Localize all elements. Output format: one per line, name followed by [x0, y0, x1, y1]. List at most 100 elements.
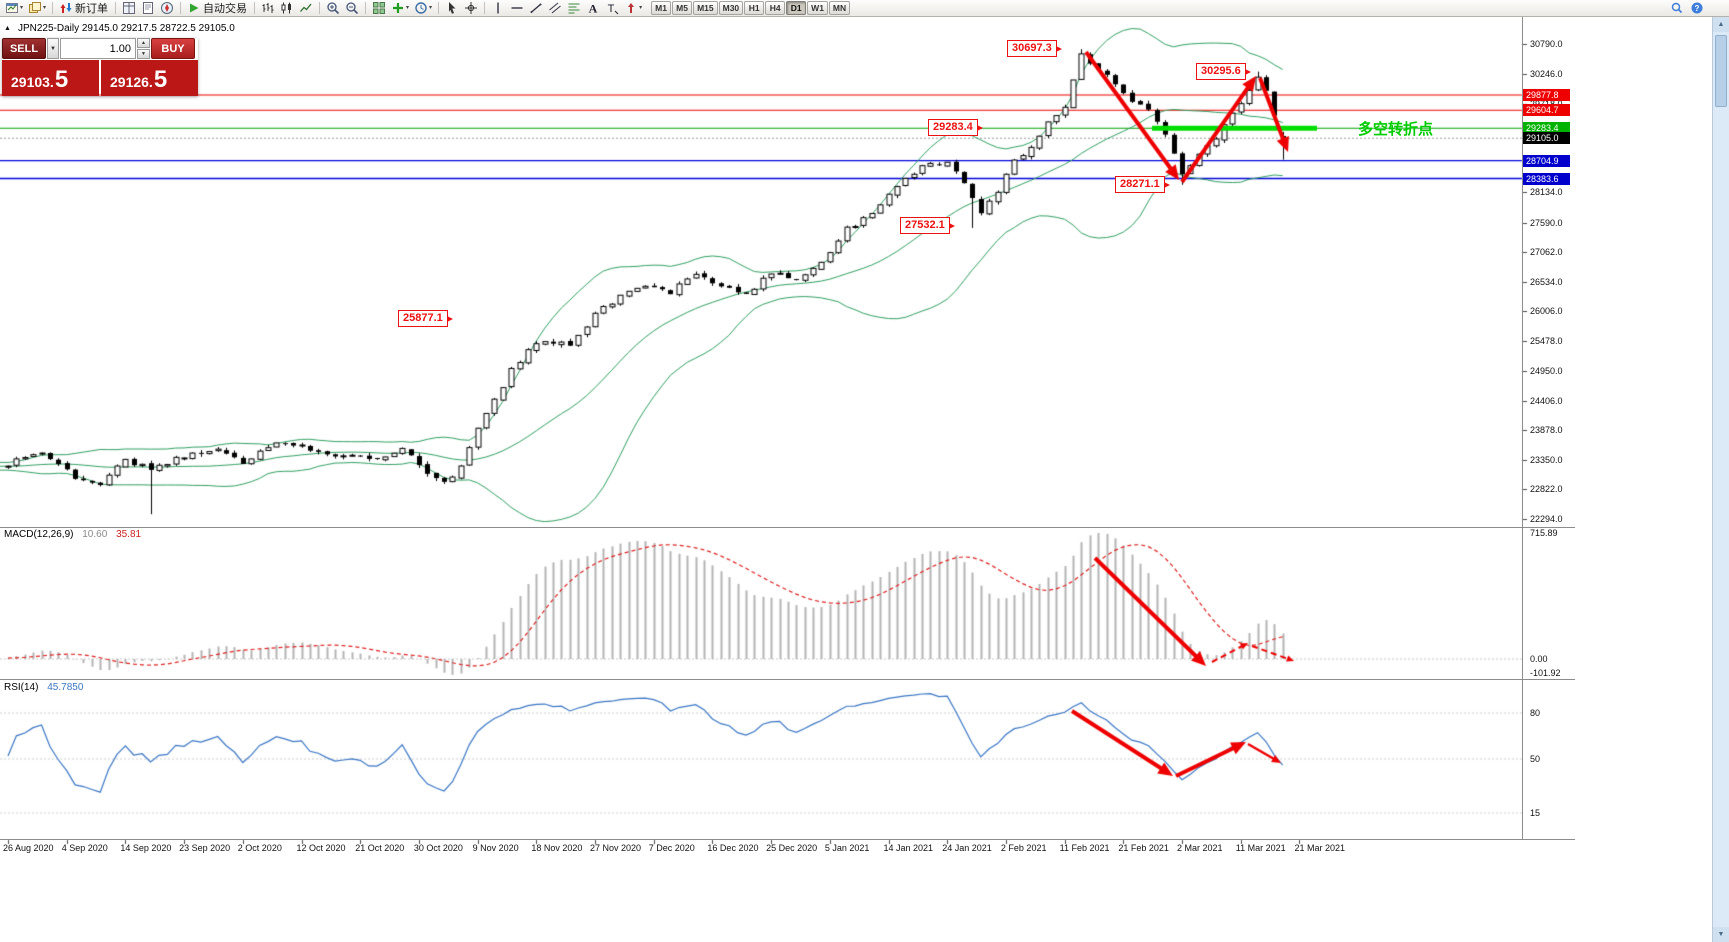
line-chart-icon — [299, 1, 313, 15]
toolbar-separator — [484, 2, 486, 14]
help-button[interactable]: ? — [1688, 1, 1706, 16]
order-type-dropdown[interactable]: ▼ — [47, 38, 59, 59]
trendline-tool-button[interactable] — [527, 1, 545, 16]
label-icon: T — [605, 1, 619, 15]
price-callout-27532.1[interactable]: 27532.1 — [900, 217, 955, 235]
search-button[interactable] — [1668, 1, 1686, 16]
timeframe-mn[interactable]: MN — [828, 1, 851, 15]
macd-title: MACD(12,26,9) — [4, 529, 74, 540]
sell-price-box[interactable]: 29103. 5 — [2, 60, 99, 96]
buy-price: 29126. — [110, 74, 153, 91]
zoom-in-icon — [326, 1, 340, 15]
svg-text:?: ? — [1695, 4, 1700, 13]
chevron-down-icon: ▾ — [406, 5, 410, 11]
timeframe-h4[interactable]: H4 — [765, 1, 786, 15]
price-callout-28271.1[interactable]: 28271.1 — [1115, 175, 1170, 193]
buy-price-box[interactable]: 29126. 5 — [101, 60, 198, 96]
periods-button[interactable]: ▾ — [412, 1, 434, 16]
zoom-in-button[interactable] — [324, 1, 342, 16]
volume-down-button[interactable]: ▼ — [137, 49, 150, 59]
chart-header: ▲ JPN225-Daily 29145.0 29217.5 28722.5 2… — [4, 23, 235, 34]
candle-chart-mode-button[interactable] — [278, 1, 296, 16]
cursor-icon — [445, 1, 459, 15]
crosshair-tool-button[interactable] — [462, 1, 480, 16]
grid-window-icon — [122, 1, 136, 15]
tile-windows-button[interactable] — [370, 1, 388, 16]
zoom-out-button[interactable] — [343, 1, 361, 16]
autotrading-button[interactable]: 自动交易 — [185, 1, 250, 16]
profiles-button[interactable]: ▾ — [26, 1, 48, 16]
toolbar-separator — [254, 2, 256, 14]
timeframe-m30[interactable]: M30 — [718, 1, 744, 15]
price-callout-30697.3[interactable]: 30697.3 — [1007, 40, 1062, 58]
chevron-down-icon: ▾ — [20, 5, 24, 11]
candles-icon — [280, 1, 294, 15]
toolbar-separator — [438, 2, 440, 14]
navigator-button[interactable] — [158, 1, 176, 16]
rsi-panel-title: RSI(14) 45.7850 — [4, 682, 83, 693]
horizontal-line-tool-button[interactable] — [508, 1, 526, 16]
bar-chart-mode-button[interactable] — [259, 1, 277, 16]
crosshair-icon — [464, 1, 478, 15]
help-icon: ? — [1690, 1, 1704, 15]
chart-new-icon — [5, 1, 19, 15]
market-watch-button[interactable] — [120, 1, 138, 16]
volume-up-button[interactable]: ▲ — [137, 38, 150, 48]
text-tool-button[interactable]: A — [584, 1, 602, 16]
sell-price: 29103. — [11, 74, 54, 91]
bars-icon — [261, 1, 275, 15]
scroll-thumb[interactable] — [1715, 35, 1727, 107]
volume-input[interactable] — [60, 38, 136, 59]
timeframe-m15[interactable]: M15 — [693, 1, 718, 15]
line-chart-mode-button[interactable] — [297, 1, 315, 16]
one-click-collapse-icon[interactable]: ▲ — [4, 25, 11, 32]
new-chart-button[interactable]: ▾ — [3, 1, 25, 16]
sell-price-pip: 5 — [54, 66, 69, 94]
sell-button[interactable]: SELL — [2, 38, 46, 59]
toolbar-separator — [365, 2, 367, 14]
price-callout-29283.4[interactable]: 29283.4 — [928, 119, 983, 137]
timeframe-d1[interactable]: D1 — [786, 1, 807, 15]
hline-icon — [510, 1, 524, 15]
rsi-value: 45.7850 — [47, 682, 84, 693]
toolbar-separator — [180, 2, 182, 14]
timeframe-m1[interactable]: M1 — [651, 1, 672, 15]
vertical-line-tool-button[interactable] — [489, 1, 507, 16]
trendline-icon — [529, 1, 543, 15]
timeframe-m5[interactable]: M5 — [672, 1, 693, 15]
rsi-title: RSI(14) — [4, 682, 39, 693]
timeframe-w1[interactable]: W1 — [807, 1, 828, 15]
scroll-down-button[interactable]: ▼ — [1713, 927, 1729, 942]
rsi-panel-separator[interactable] — [0, 679, 1575, 680]
toolbar-separator — [319, 2, 321, 14]
timeframe-group: M1 M5 M15 M30 H1 H4 D1 W1 MN — [651, 1, 851, 15]
buy-button[interactable]: BUY — [151, 38, 195, 59]
cursor-tool-button[interactable] — [443, 1, 461, 16]
arrows-tool-button[interactable]: ▾ — [622, 1, 644, 16]
timeframe-h1[interactable]: H1 — [744, 1, 765, 15]
toolbar-button-label: 新订单 — [75, 3, 109, 15]
price-axis-separator — [1522, 17, 1523, 839]
vertical-scrollbar[interactable]: ▲ ▼ — [1712, 17, 1729, 942]
svg-text:T: T — [608, 3, 615, 15]
periods-icon — [414, 1, 428, 15]
pivot-annotation-label[interactable]: 多空转折点 — [1358, 121, 1434, 139]
scroll-up-button[interactable]: ▲ — [1713, 17, 1729, 32]
data-window-button[interactable] — [139, 1, 157, 16]
price-callout-25877.1[interactable]: 25877.1 — [398, 309, 453, 327]
fibonacci-tool-button[interactable] — [565, 1, 583, 16]
indicators-button[interactable]: ▾ — [389, 1, 411, 16]
macd-panel-separator[interactable] — [0, 527, 1575, 528]
navigator-icon — [160, 1, 174, 15]
price-callout-30295.6[interactable]: 30295.6 — [1196, 62, 1251, 80]
toolbar-button-label: 自动交易 — [203, 3, 248, 15]
macd-signal-value: 35.81 — [116, 529, 142, 540]
channel-tool-button[interactable] — [546, 1, 564, 16]
one-click-trading-panel: SELL ▼ ▲ ▼ BUY 29103. 5 29126. 5 — [2, 38, 198, 96]
new-order-button[interactable]: 新订单 — [57, 1, 111, 16]
indicators-icon — [391, 1, 405, 15]
svg-text:A: A — [589, 2, 598, 16]
label-tool-button[interactable]: T — [603, 1, 621, 16]
